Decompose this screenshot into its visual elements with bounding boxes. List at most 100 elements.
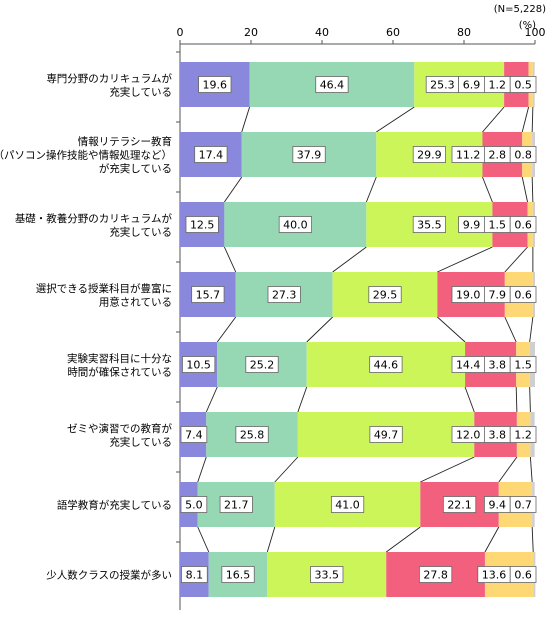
x-tick-label: 80	[457, 26, 471, 39]
connector-line	[531, 526, 534, 553]
data-label: 1.2	[514, 429, 532, 442]
category-label: 少人数クラスの授業が多い	[46, 569, 172, 582]
x-tick-label: 60	[386, 26, 400, 39]
connector-line	[420, 456, 475, 483]
data-label: 5.0	[185, 499, 203, 512]
connector-line	[332, 246, 367, 273]
data-label: 8.1	[186, 569, 204, 582]
connector-line	[504, 246, 528, 273]
bar-layer	[180, 62, 536, 597]
data-label-box	[235, 426, 269, 443]
data-label: 21.7	[224, 499, 249, 512]
data-label: 16.5	[226, 569, 251, 582]
data-label: 46.4	[320, 79, 345, 92]
data-label: 0.6	[514, 569, 532, 582]
data-label: 12.5	[190, 219, 215, 232]
category-label: 情報リテラシー教育	[78, 135, 172, 148]
data-label: 14.4	[456, 359, 481, 372]
connector-line	[274, 456, 299, 483]
data-label: 17.4	[199, 149, 224, 162]
data-label-box	[245, 356, 279, 373]
x-tick-label: 20	[244, 26, 258, 39]
label-layer: 19.6 46.4 25.3 6.9 1.2 0.5 17.4 37.9 29.9 11.2 2.8…	[180, 76, 537, 583]
connector-line	[521, 176, 528, 203]
data-label: 3.8	[489, 429, 507, 442]
data-label: 9.4	[489, 499, 507, 512]
data-label-box	[278, 216, 312, 233]
data-label-box	[267, 286, 301, 303]
data-label: 12.0	[456, 429, 481, 442]
data-label-box	[418, 566, 453, 583]
category-label: 充実している	[109, 225, 172, 238]
connector-line	[498, 456, 518, 483]
data-label-box	[509, 286, 537, 303]
data-label: 0.8	[514, 149, 532, 162]
data-label: 2.8	[489, 149, 507, 162]
data-label: 25.8	[240, 429, 265, 442]
category-layer: 専門分野のカリキュラムが充実している情報リテラシー教育（パソコン操作技能や情報処…	[0, 72, 172, 582]
data-label-box	[330, 496, 365, 513]
data-label-box	[221, 566, 255, 583]
connector-line	[376, 106, 415, 133]
connector-line	[504, 316, 517, 343]
connector-line	[205, 386, 218, 413]
data-label: 27.8	[423, 569, 448, 582]
connector-line	[197, 456, 207, 483]
connector-line	[437, 316, 466, 343]
category-label: が充実している	[99, 162, 172, 175]
data-label: 29.5	[373, 289, 398, 302]
category-label: 実験実習科目に十分な	[67, 352, 172, 365]
data-label: 25.2	[250, 359, 275, 372]
data-label: 1.2	[489, 79, 507, 92]
x-tick-label: 100	[525, 26, 546, 39]
data-label: 40.0	[283, 219, 308, 232]
connector-line	[241, 106, 251, 133]
data-label-box	[292, 146, 326, 163]
data-label: 37.9	[297, 149, 322, 162]
data-label-box	[194, 146, 228, 163]
data-label: 49.7	[374, 429, 399, 442]
data-label-box	[369, 426, 403, 443]
data-label: 7.9	[489, 289, 507, 302]
data-label-box	[509, 566, 537, 583]
data-label-box	[180, 496, 208, 513]
connector-line	[365, 176, 377, 203]
data-label: 0.5	[514, 79, 532, 92]
category-label: 充実している	[109, 435, 172, 448]
connector-line	[482, 106, 505, 133]
connector-line	[482, 176, 493, 203]
data-label-box	[198, 76, 232, 93]
connector-line	[484, 526, 500, 553]
data-label: 27.3	[272, 289, 297, 302]
connector-line	[216, 316, 237, 343]
data-label: 6.9	[463, 79, 481, 92]
connector-line	[385, 526, 421, 553]
category-label: 充実している	[109, 85, 172, 98]
data-label: 35.5	[417, 219, 442, 232]
data-label-box	[310, 566, 344, 583]
category-label: 時間が確保されている	[67, 365, 172, 378]
data-label: 11.2	[456, 149, 481, 162]
data-label: 1.5	[514, 359, 532, 372]
data-label-box	[191, 286, 225, 303]
data-label: 7.4	[185, 429, 203, 442]
data-label-box	[509, 356, 537, 373]
data-label: 0.6	[514, 219, 532, 232]
data-label-box	[180, 426, 208, 443]
data-label: 9.9	[463, 219, 481, 232]
data-label-box	[181, 566, 208, 583]
data-label: 44.6	[374, 359, 399, 372]
data-label: 41.0	[335, 499, 360, 512]
connector-layer	[197, 106, 534, 553]
connector-line	[437, 246, 493, 273]
data-label-box	[185, 216, 219, 233]
data-label: 22.1	[447, 499, 472, 512]
data-label: 0.6	[514, 289, 532, 302]
data-label-box	[509, 146, 537, 163]
connector-line	[224, 176, 243, 203]
data-label-box	[412, 216, 446, 233]
connector-line	[531, 176, 534, 203]
data-label: 13.6	[482, 569, 507, 582]
data-label: 19.6	[203, 79, 228, 92]
